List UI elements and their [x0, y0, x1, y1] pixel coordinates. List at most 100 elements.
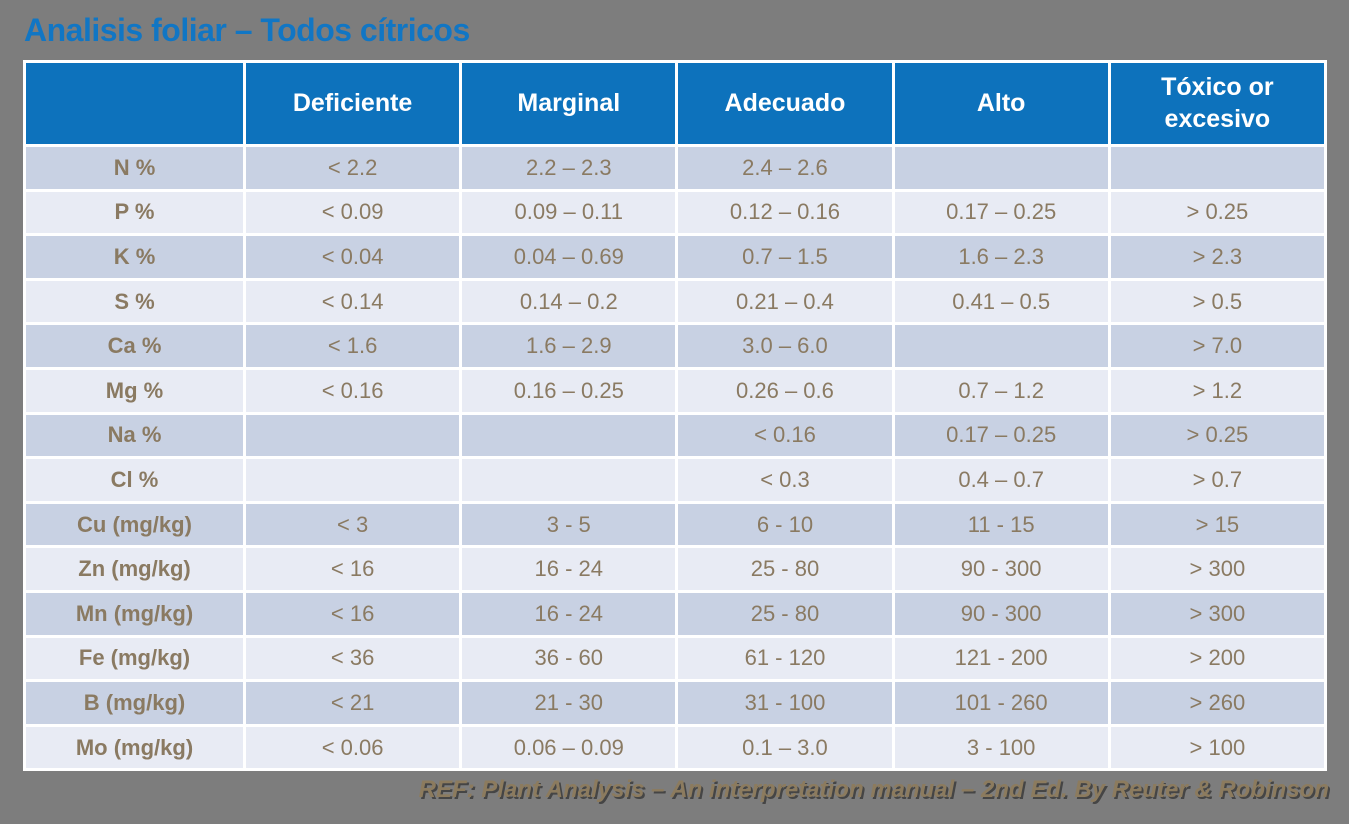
table-row: Fe (mg/kg) < 36 36 - 60 61 - 120 121 - 200 > …: [23, 634, 1328, 683]
table-cell: 25 - 80: [675, 589, 895, 638]
table-row: P % < 0.09 0.09 – 0.11 0.12 – 0.16 0.17 – 0.…: [23, 188, 1328, 237]
table-cell: > 7.0: [1107, 322, 1328, 370]
table-row: K % < 0.04 0.04 – 0.69 0.7 – 1.5 1.6 – 2.3 > …: [23, 233, 1328, 281]
row-label: S %: [23, 277, 246, 326]
table-row: Mn (mg/kg) < 16 16 - 24 25 - 80 90 - 300 > 30…: [23, 589, 1328, 638]
table-cell: 25 - 80: [675, 545, 895, 593]
table-cell: > 0.25: [1107, 411, 1328, 460]
table-cell: 0.7 – 1.2: [891, 366, 1111, 415]
column-header-cell: Alto: [891, 60, 1111, 147]
row-label: P %: [23, 188, 246, 237]
table-cell: 2.2 – 2.3: [459, 144, 679, 192]
table-cell: > 0.7: [1107, 456, 1328, 504]
table-cell: 36 - 60: [459, 634, 679, 683]
table-cell: 0.09 – 0.11: [459, 188, 679, 237]
reference-footnote: REF: Plant Analysis – An interpretation …: [418, 776, 1329, 803]
table-cell: > 260: [1107, 679, 1328, 727]
table-cell: 90 - 300: [891, 589, 1111, 638]
table-cell: 1.6 – 2.3: [891, 233, 1111, 281]
table-header: Deficiente Marginal Adecuado Alto Tóxico or …: [23, 60, 1328, 147]
table-cell: 16 - 24: [459, 589, 679, 638]
table-cell: 0.12 – 0.16: [675, 188, 895, 237]
table-cell: < 0.3: [675, 456, 895, 504]
table-cell: 0.21 – 0.4: [675, 277, 895, 326]
table-row: Na % < 0.16 0.17 – 0.25 > 0.25: [23, 411, 1328, 460]
table-row: N % < 2.2 2.2 – 2.3 2.4 – 2.6: [23, 144, 1328, 192]
table-cell: 0.16 – 0.25: [459, 366, 679, 415]
table-cell: < 36: [242, 634, 463, 683]
table-cell: 21 - 30: [459, 679, 679, 727]
table-row: Mo (mg/kg) < 0.06 0.06 – 0.09 0.1 – 3.0 3 - …: [23, 723, 1328, 772]
corner-header-cell: [23, 60, 246, 147]
table-cell: < 0.16: [675, 411, 895, 460]
table-cell: 2.4 – 2.6: [675, 144, 895, 192]
table-cell: 3 - 100: [891, 723, 1111, 772]
table-cell: [242, 411, 463, 460]
table-cell: < 1.6: [242, 322, 463, 370]
table-cell: > 15: [1107, 500, 1328, 549]
table-cell: > 2.3: [1107, 233, 1328, 281]
column-header-cell: Deficiente: [242, 60, 463, 147]
table-cell: > 300: [1107, 589, 1328, 638]
row-label: Cl %: [23, 456, 246, 504]
table-row: Ca % < 1.6 1.6 – 2.9 3.0 – 6.0 > 7.0: [23, 322, 1328, 370]
row-label: Mo (mg/kg): [23, 723, 246, 772]
row-label: Mn (mg/kg): [23, 589, 246, 638]
table-cell: 16 - 24: [459, 545, 679, 593]
table-row: Mg % < 0.16 0.16 – 0.25 0.26 – 0.6 0.7 – 1.2…: [23, 366, 1328, 415]
table-cell: 3 - 5: [459, 500, 679, 549]
table-cell: < 0.09: [242, 188, 463, 237]
row-label: Na %: [23, 411, 246, 460]
table-row: Zn (mg/kg) < 16 16 - 24 25 - 80 90 - 300 > 30…: [23, 545, 1328, 593]
table-header-row: Deficiente Marginal Adecuado Alto Tóxico or …: [23, 60, 1328, 147]
table-cell: > 100: [1107, 723, 1328, 772]
table-cell: 3.0 – 6.0: [675, 322, 895, 370]
table-cell: 11 - 15: [891, 500, 1111, 549]
table-cell: 121 - 200: [891, 634, 1111, 683]
row-label: B (mg/kg): [23, 679, 246, 727]
table-cell: 0.4 – 0.7: [891, 456, 1111, 504]
table-cell: > 0.25: [1107, 188, 1328, 237]
table-cell: 1.6 – 2.9: [459, 322, 679, 370]
row-label: Fe (mg/kg): [23, 634, 246, 683]
table-cell: 0.7 – 1.5: [675, 233, 895, 281]
row-label: Ca %: [23, 322, 246, 370]
table-cell: [459, 456, 679, 504]
column-header-cell: Tóxico or excesivo: [1107, 60, 1328, 147]
table-cell: < 0.04: [242, 233, 463, 281]
row-label: N %: [23, 144, 246, 192]
table-cell: 0.41 – 0.5: [891, 277, 1111, 326]
table-cell: > 200: [1107, 634, 1328, 683]
table-cell: [1107, 144, 1328, 192]
table-body: N % < 2.2 2.2 – 2.3 2.4 – 2.6 P % < 0.09 0.09 …: [23, 144, 1328, 772]
table-cell: < 2.2: [242, 144, 463, 192]
table-cell: 0.06 – 0.09: [459, 723, 679, 772]
row-label: Cu (mg/kg): [23, 500, 246, 549]
table-row: B (mg/kg) < 21 21 - 30 31 - 100 101 - 260 > 2…: [23, 679, 1328, 727]
table-cell: < 0.16: [242, 366, 463, 415]
table-cell: 0.17 – 0.25: [891, 411, 1111, 460]
table-cell: < 16: [242, 545, 463, 593]
table-cell: < 21: [242, 679, 463, 727]
table-cell: > 0.5: [1107, 277, 1328, 326]
table-cell: [459, 411, 679, 460]
table-cell: 61 - 120: [675, 634, 895, 683]
row-label: Zn (mg/kg): [23, 545, 246, 593]
table-cell: < 3: [242, 500, 463, 549]
column-header-cell: Adecuado: [675, 60, 895, 147]
table-cell: < 16: [242, 589, 463, 638]
nutrient-table: Deficiente Marginal Adecuado Alto Tóxico or …: [23, 60, 1328, 772]
table-cell: 0.26 – 0.6: [675, 366, 895, 415]
table-cell: > 300: [1107, 545, 1328, 593]
table-cell: 101 - 260: [891, 679, 1111, 727]
row-label: Mg %: [23, 366, 246, 415]
table-cell: < 0.06: [242, 723, 463, 772]
table-cell: 0.1 – 3.0: [675, 723, 895, 772]
table-cell: 31 - 100: [675, 679, 895, 727]
table-row: Cl % < 0.3 0.4 – 0.7 > 0.7: [23, 456, 1328, 504]
row-label: K %: [23, 233, 246, 281]
table-cell: 0.04 – 0.69: [459, 233, 679, 281]
table-cell: [891, 144, 1111, 192]
table-cell: 0.17 – 0.25: [891, 188, 1111, 237]
